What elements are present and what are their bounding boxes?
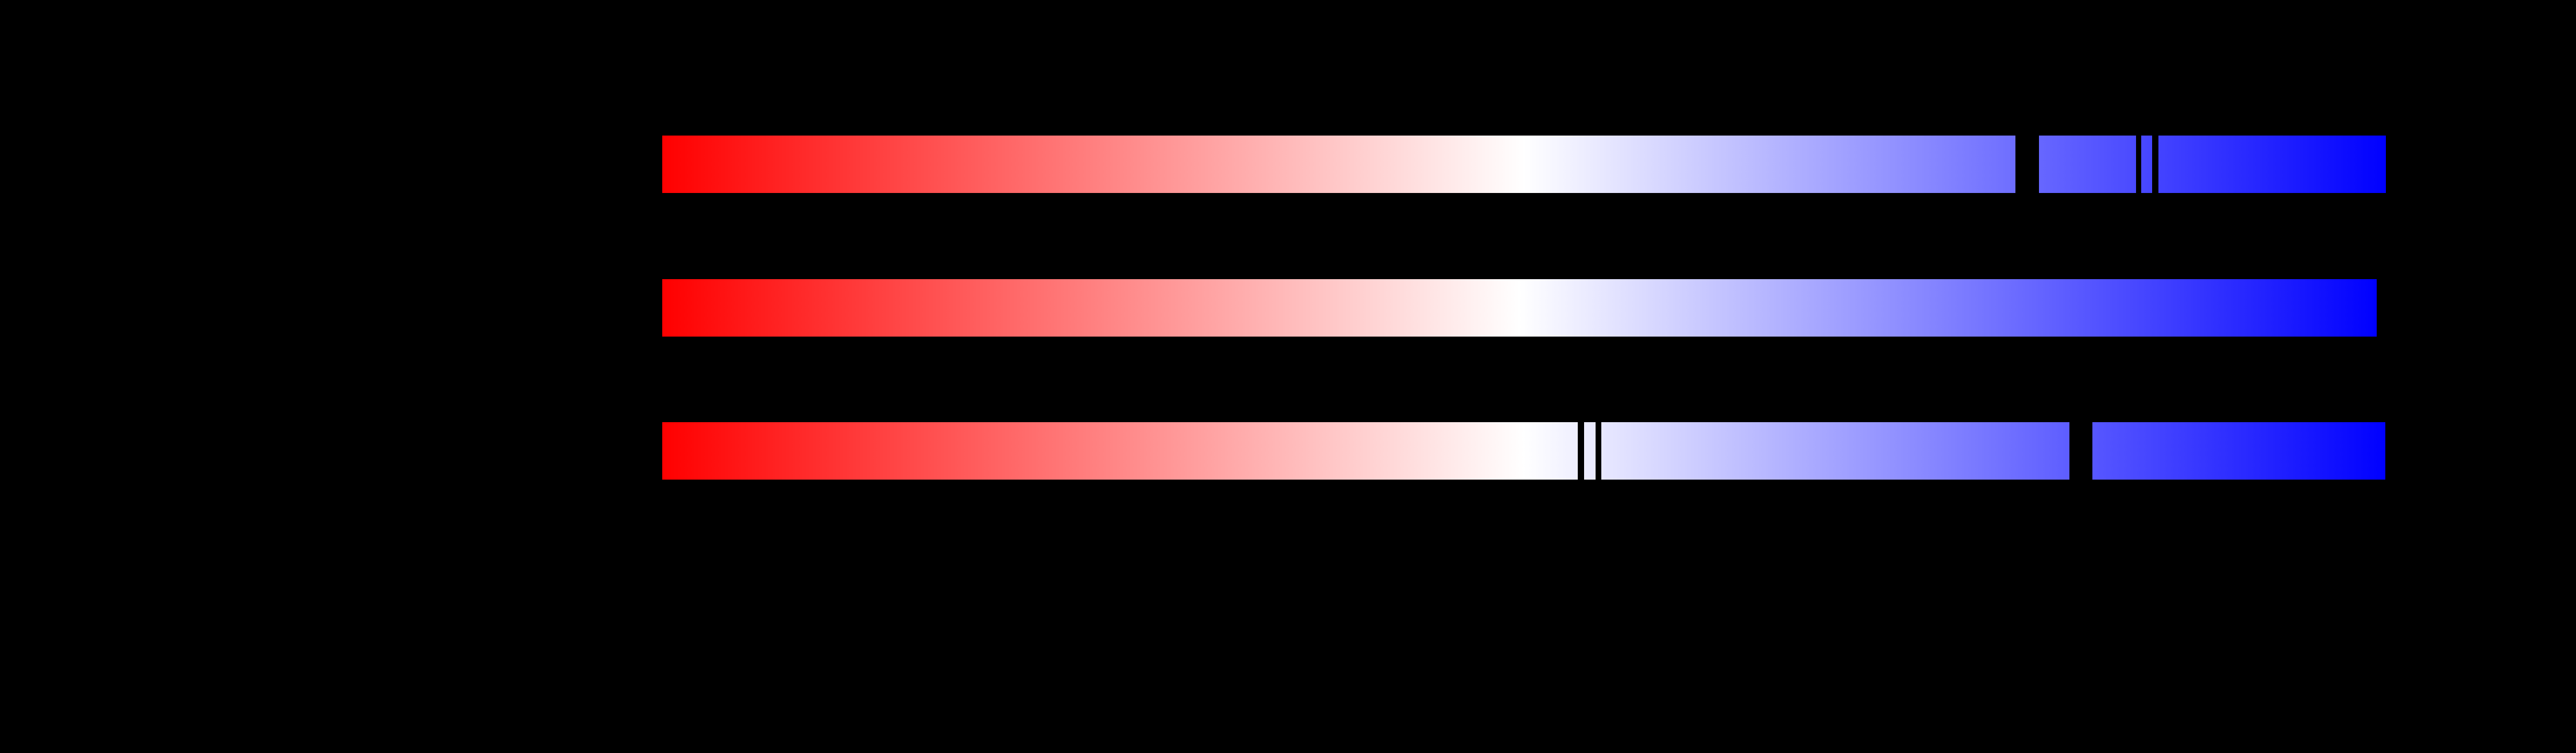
colorbar-3: [662, 422, 2385, 480]
colorbar-tick-marker: [2015, 136, 2039, 193]
colorbar-tick-marker: [1578, 422, 1584, 480]
colorbar-tick-marker: [2069, 422, 2092, 480]
colorbar-tick-marker: [2152, 136, 2158, 193]
colorbar-tick-marker: [2136, 136, 2141, 193]
colorbar-tick-marker: [1596, 422, 1601, 480]
colorbar-2: [662, 279, 2377, 337]
colorbar-1: [662, 136, 2386, 193]
